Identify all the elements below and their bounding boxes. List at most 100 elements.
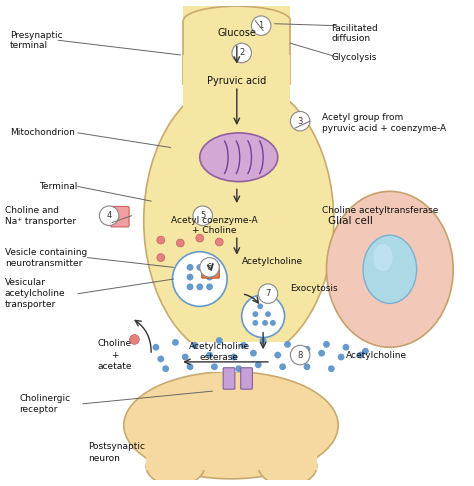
Circle shape [193, 206, 212, 226]
Circle shape [187, 283, 193, 290]
Circle shape [362, 348, 369, 355]
Text: Choline
+
acetate: Choline + acetate [98, 340, 132, 371]
Circle shape [253, 320, 258, 326]
Ellipse shape [363, 235, 417, 303]
FancyBboxPatch shape [110, 207, 129, 227]
FancyBboxPatch shape [146, 441, 317, 470]
Text: Vesicular
acetylcholine
transporter: Vesicular acetylcholine transporter [5, 278, 65, 309]
Circle shape [357, 352, 364, 359]
Text: 1: 1 [258, 21, 264, 30]
Text: Glial cell: Glial cell [328, 216, 374, 226]
Circle shape [255, 362, 262, 368]
Ellipse shape [258, 447, 317, 486]
Text: Facilitated
diffusion: Facilitated diffusion [331, 24, 378, 43]
Circle shape [236, 365, 242, 372]
Ellipse shape [373, 244, 393, 271]
Circle shape [279, 364, 286, 370]
Circle shape [318, 350, 325, 357]
Circle shape [343, 344, 349, 351]
Text: 3: 3 [298, 117, 303, 126]
Circle shape [232, 43, 251, 63]
Circle shape [242, 295, 284, 338]
FancyBboxPatch shape [202, 264, 219, 278]
Circle shape [196, 234, 204, 242]
Circle shape [250, 350, 257, 357]
Circle shape [215, 238, 223, 246]
Circle shape [206, 352, 213, 359]
Circle shape [291, 346, 310, 365]
Text: Glucose: Glucose [218, 28, 256, 37]
Circle shape [187, 274, 193, 280]
Circle shape [211, 364, 218, 370]
Text: Glycolysis: Glycolysis [331, 53, 377, 62]
Circle shape [284, 341, 291, 348]
Text: 7: 7 [265, 289, 271, 298]
Circle shape [303, 346, 310, 353]
Circle shape [157, 356, 164, 363]
Text: Terminal: Terminal [39, 182, 77, 191]
Circle shape [299, 354, 306, 361]
Circle shape [100, 206, 119, 226]
Text: 2: 2 [239, 49, 244, 57]
Circle shape [200, 258, 219, 277]
Text: Acetylcholine
esterase: Acetylcholine esterase [189, 342, 250, 362]
Circle shape [182, 354, 189, 361]
Text: Acetylcholine: Acetylcholine [346, 350, 407, 360]
Text: Exocytosis: Exocytosis [291, 284, 338, 294]
Circle shape [260, 337, 266, 344]
Circle shape [303, 364, 310, 370]
Circle shape [196, 283, 203, 290]
Circle shape [230, 354, 237, 361]
FancyBboxPatch shape [241, 368, 253, 389]
Circle shape [173, 252, 227, 306]
FancyBboxPatch shape [144, 343, 339, 372]
Text: Choline acetyltransferase: Choline acetyltransferase [321, 207, 438, 215]
Circle shape [240, 342, 247, 349]
Circle shape [270, 320, 276, 326]
Circle shape [337, 354, 345, 361]
FancyBboxPatch shape [183, 0, 291, 84]
Circle shape [265, 311, 271, 317]
FancyBboxPatch shape [223, 368, 235, 389]
Circle shape [191, 342, 198, 349]
Text: Presynaptic
terminal: Presynaptic terminal [10, 31, 63, 50]
Circle shape [291, 111, 310, 131]
Circle shape [258, 284, 278, 303]
Text: Acetyl coenzyme-A
+ Choline: Acetyl coenzyme-A + Choline [171, 216, 258, 235]
Circle shape [157, 236, 164, 244]
Circle shape [257, 303, 263, 309]
Circle shape [274, 352, 281, 359]
Circle shape [206, 274, 213, 280]
Text: 4: 4 [107, 211, 112, 220]
Circle shape [157, 254, 164, 261]
Circle shape [323, 341, 330, 348]
Circle shape [328, 365, 335, 372]
Ellipse shape [124, 372, 338, 479]
Circle shape [162, 365, 169, 372]
Text: Acetyl group from
pyruvic acid + coenzyme-A: Acetyl group from pyruvic acid + coenzym… [321, 113, 446, 133]
Text: 8: 8 [298, 350, 303, 360]
Ellipse shape [144, 79, 334, 362]
Circle shape [253, 311, 258, 317]
Circle shape [187, 264, 193, 271]
Text: Choline and
Na⁺ transporter: Choline and Na⁺ transporter [5, 206, 76, 226]
Circle shape [187, 364, 193, 370]
Text: 6: 6 [207, 263, 212, 272]
Circle shape [216, 337, 223, 344]
Text: Pyruvic acid: Pyruvic acid [207, 76, 266, 87]
Ellipse shape [327, 191, 453, 347]
Circle shape [196, 264, 203, 271]
Circle shape [251, 16, 271, 35]
Circle shape [172, 339, 179, 346]
Text: Mitochondrion: Mitochondrion [10, 128, 74, 138]
Ellipse shape [146, 447, 205, 486]
Circle shape [206, 283, 213, 290]
Text: Postsynaptic
neuron: Postsynaptic neuron [88, 442, 145, 463]
Circle shape [176, 239, 184, 247]
Text: Acetylcholine: Acetylcholine [242, 257, 303, 266]
FancyBboxPatch shape [183, 55, 291, 113]
Text: 5: 5 [200, 211, 205, 220]
Circle shape [262, 320, 268, 326]
Text: Cholinergic
receptor: Cholinergic receptor [19, 394, 71, 414]
Circle shape [129, 334, 139, 345]
